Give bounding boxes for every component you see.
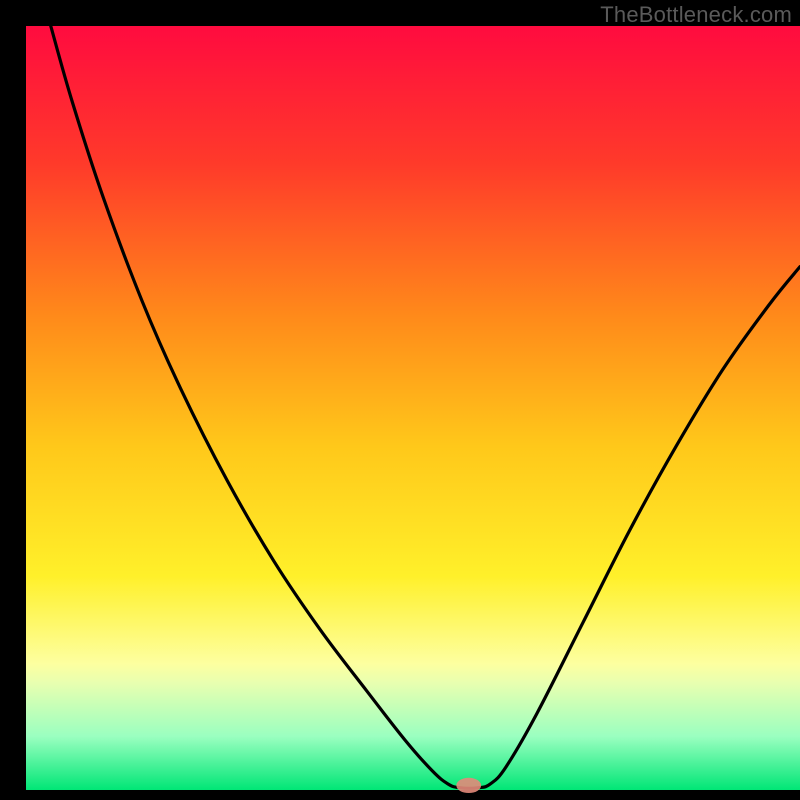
optimal-marker — [456, 778, 481, 793]
chart-stage: TheBottleneck.com — [0, 0, 800, 800]
watermark-text: TheBottleneck.com — [600, 2, 792, 28]
bottleneck-chart — [0, 0, 800, 800]
gradient-background — [26, 26, 800, 790]
